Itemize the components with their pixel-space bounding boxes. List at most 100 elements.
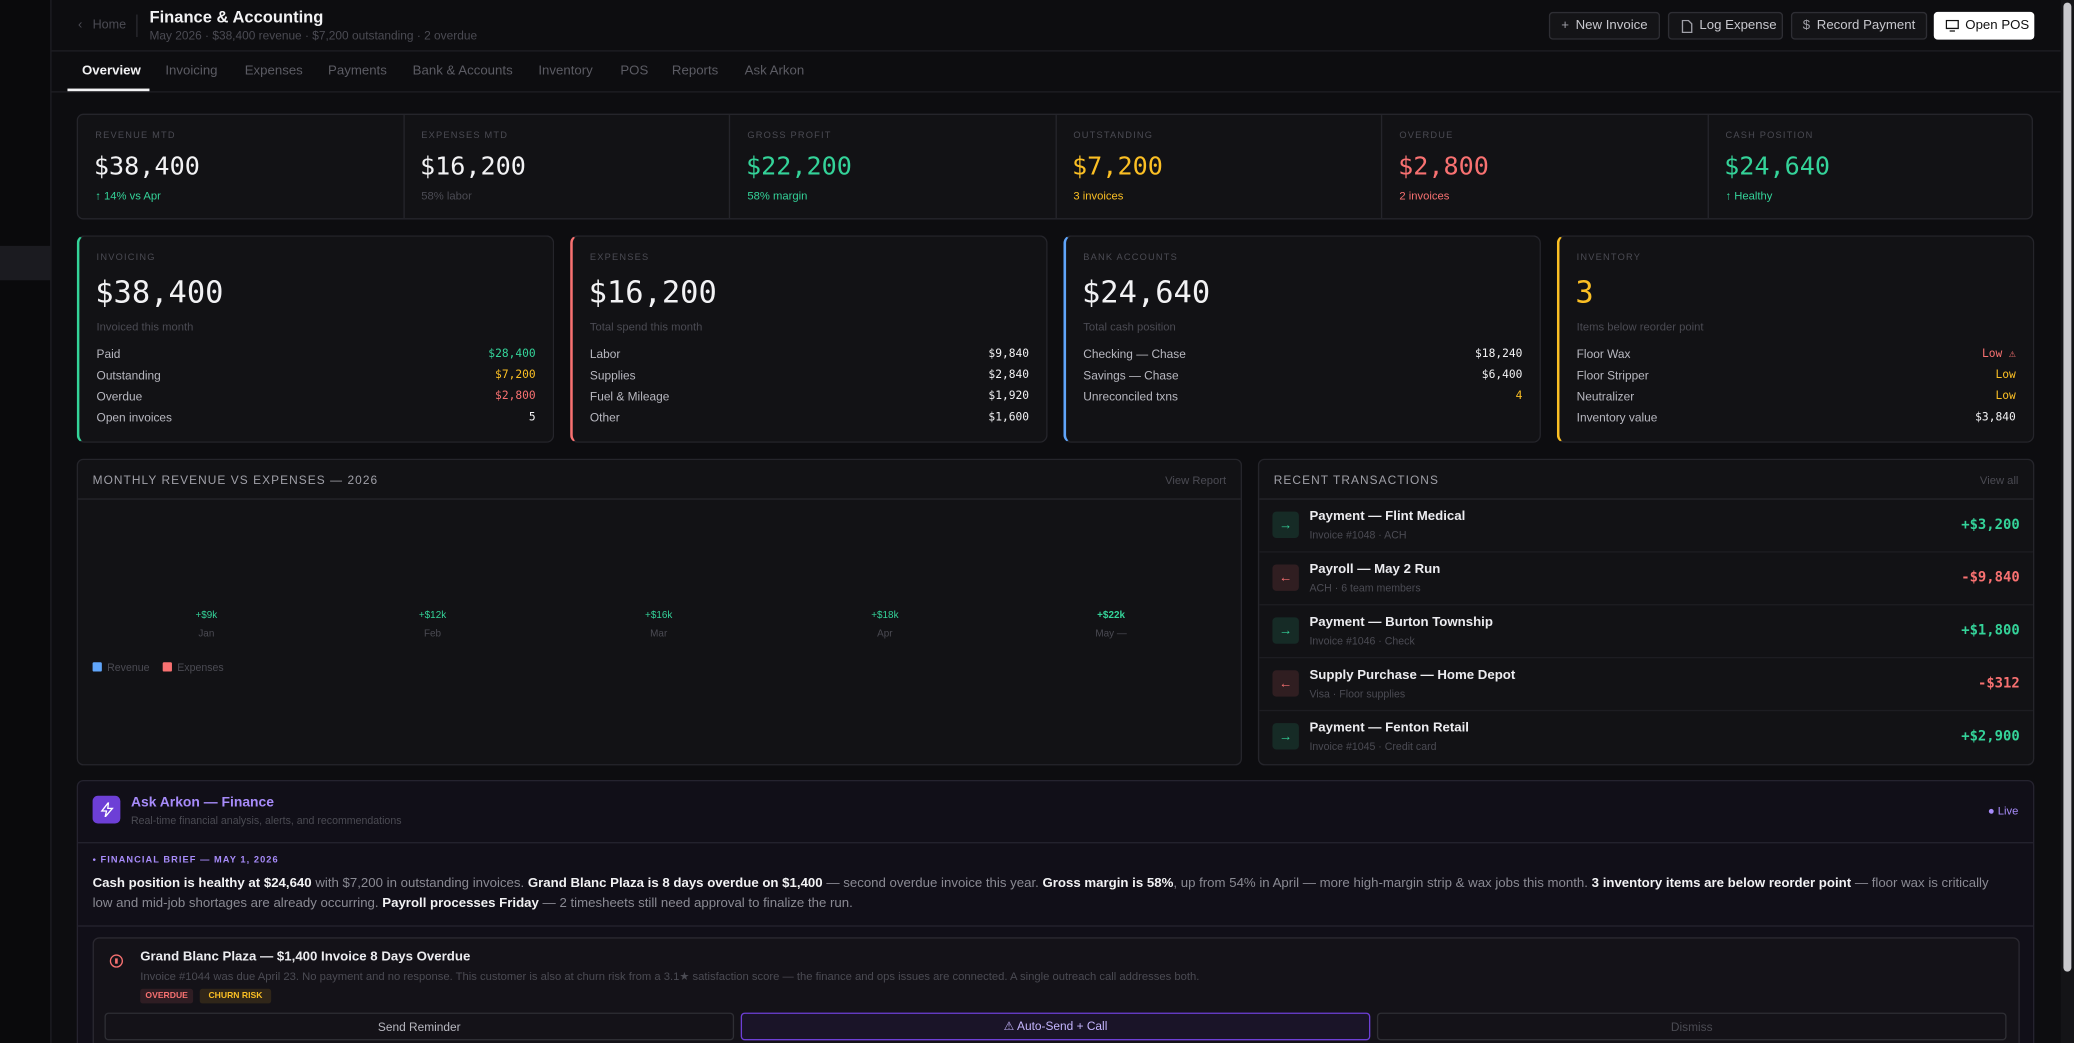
- kpi-value: $24,640: [1724, 152, 1831, 182]
- breadcrumb[interactable]: Home: [92, 17, 127, 33]
- card-row-name: Inventory value: [1576, 411, 1658, 425]
- card-value: $38,400: [95, 276, 224, 311]
- arkon-divider: [78, 842, 2033, 844]
- panel-link[interactable]: View Report: [1165, 473, 1227, 487]
- transaction-icon: ←: [1272, 670, 1299, 697]
- tab[interactable]: Reports: [671, 64, 719, 79]
- brief-span: — second overdue invoice this year.: [822, 876, 1043, 891]
- transaction-sub: Invoice #1048 · ACH: [1309, 529, 1407, 542]
- kpi-divider: [1706, 115, 1709, 219]
- alert-action[interactable]: Dismiss: [1376, 1012, 2007, 1041]
- kpi-value: $38,400: [93, 152, 200, 182]
- sidebar-active[interactable]: [0, 245, 51, 281]
- button-label: Record Payment: [1816, 18, 1916, 34]
- tabs-divider: [51, 91, 2061, 93]
- brief-span: with $7,200 in outstanding invoices.: [311, 876, 528, 891]
- card-row-value: Low: [1995, 389, 2016, 404]
- button-icon: [1681, 19, 1693, 33]
- alert-tag: OVERDUE: [140, 988, 194, 1004]
- header-button[interactable]: Open POS: [1933, 11, 2035, 40]
- alert-action[interactable]: Send Reminder: [104, 1012, 735, 1041]
- card-sub: Invoiced this month: [96, 319, 194, 334]
- card-row-value: 5: [528, 411, 536, 425]
- tab[interactable]: Payments: [328, 64, 387, 79]
- card-label: BANK ACCOUNTS: [1083, 253, 1179, 263]
- tab[interactable]: Expenses: [244, 64, 303, 79]
- brief-strong: Payroll processes Friday: [382, 896, 539, 911]
- panel-link[interactable]: View all: [1979, 473, 2019, 487]
- card-row-name: Overdue: [96, 389, 143, 404]
- scrollbar-thumb[interactable]: [2063, 2, 2072, 972]
- column-month: Mar: [650, 627, 668, 640]
- card-row-value: $9,840: [988, 347, 1030, 361]
- card-row-value: 4: [1515, 389, 1523, 404]
- card-row-value: $3,840: [1975, 411, 2016, 425]
- alert-action[interactable]: ⚠ Auto-Send + Call: [740, 1012, 1371, 1041]
- arkon-subtitle: Real-time financial analysis, alerts, an…: [130, 814, 402, 827]
- page-subtitle: May 2026 · $38,400 revenue · $7,200 outs…: [149, 29, 478, 43]
- button-icon: [1945, 19, 1959, 32]
- column-label: +$18k: [871, 608, 899, 621]
- alert-title: Grand Blanc Plaza — $1,400 Invoice 8 Day…: [140, 949, 471, 965]
- card-row-name: Labor: [589, 347, 621, 361]
- tab[interactable]: Inventory: [538, 64, 593, 79]
- card-value: $24,640: [1081, 276, 1211, 311]
- column-month: May —: [1095, 627, 1127, 640]
- kpi-sub: ↑ 14% vs Apr: [95, 189, 161, 203]
- header-button[interactable]: + New Invoice: [1548, 11, 1660, 40]
- brief-strong: Gross margin is 58%: [1042, 876, 1174, 891]
- summary-card: [570, 235, 1048, 443]
- transaction-title[interactable]: Payment — Flint Medical: [1309, 509, 1466, 525]
- card-row-value: $7,200: [495, 368, 536, 383]
- tab[interactable]: POS: [620, 64, 649, 79]
- kpi-sub: ↑ Healthy: [1725, 189, 1773, 203]
- column-month: Jan: [198, 627, 215, 640]
- tab[interactable]: Overview: [82, 64, 141, 79]
- kpi-sub: 2 invoices: [1399, 189, 1450, 203]
- transaction-amount: -$9,840: [1961, 569, 2020, 586]
- button-label: Log Expense: [1699, 18, 1777, 34]
- tab[interactable]: Ask Arkon: [744, 64, 805, 79]
- alert-icon-dot: [115, 958, 118, 964]
- column-label: +$12k: [418, 608, 447, 621]
- tab[interactable]: Bank & Accounts: [412, 64, 513, 79]
- card-row-name: Outstanding: [96, 368, 161, 383]
- transaction-title[interactable]: Supply Purchase — Home Depot: [1309, 668, 1516, 683]
- transaction-icon: →: [1272, 723, 1299, 750]
- card-row-name: Floor Stripper: [1576, 368, 1649, 383]
- transaction-title[interactable]: Payment — Burton Township: [1309, 615, 1493, 630]
- card-row-name: Savings — Chase: [1083, 368, 1179, 383]
- card-row-value: $2,800: [495, 389, 536, 404]
- card-row-value: $6,400: [1481, 368, 1523, 383]
- transaction-amount: +$1,800: [1961, 622, 2020, 639]
- summary-card: [1063, 235, 1541, 443]
- chart-panel: [76, 458, 1243, 766]
- header-divider: [51, 50, 2061, 52]
- tab[interactable]: Invoicing: [165, 64, 218, 79]
- transaction-amount: +$2,900: [1961, 728, 2020, 745]
- header-button[interactable]: Log Expense: [1667, 11, 1783, 40]
- card-row-value: Low: [1995, 368, 2016, 383]
- card-row-value: $18,240: [1475, 347, 1523, 361]
- transactions-panel: [1257, 458, 2035, 766]
- transaction-title[interactable]: Payroll — May 2 Run: [1309, 562, 1441, 578]
- card-sub: Items below reorder point: [1576, 319, 1704, 334]
- card-row-name: Unreconciled txns: [1083, 389, 1178, 404]
- kpi-label: OUTSTANDING: [1073, 131, 1154, 141]
- transaction-title[interactable]: Payment — Fenton Retail: [1309, 721, 1469, 736]
- header-button[interactable]: $ Record Payment: [1790, 11, 1928, 40]
- card-row-name: Neutralizer: [1576, 389, 1635, 404]
- card-row-value: $1,600: [988, 411, 1030, 425]
- brief-strong: 3 inventory items are below reorder poin…: [1591, 876, 1852, 891]
- kpi-divider: [402, 115, 405, 219]
- column-label: +$22k: [1097, 608, 1126, 621]
- breadcrumb-divider: [136, 14, 138, 38]
- alert-text: Invoice #1044 was due April 23. No payme…: [140, 969, 1200, 983]
- kpi-value: $22,200: [746, 152, 852, 182]
- row-divider: [1259, 656, 2033, 659]
- column-month: Apr: [877, 627, 893, 640]
- brief-strong: Grand Blanc Plaza is 8 days overdue on $…: [527, 876, 823, 891]
- card-row-name: Paid: [96, 347, 121, 361]
- kpi-label: EXPENSES MTD: [421, 131, 509, 141]
